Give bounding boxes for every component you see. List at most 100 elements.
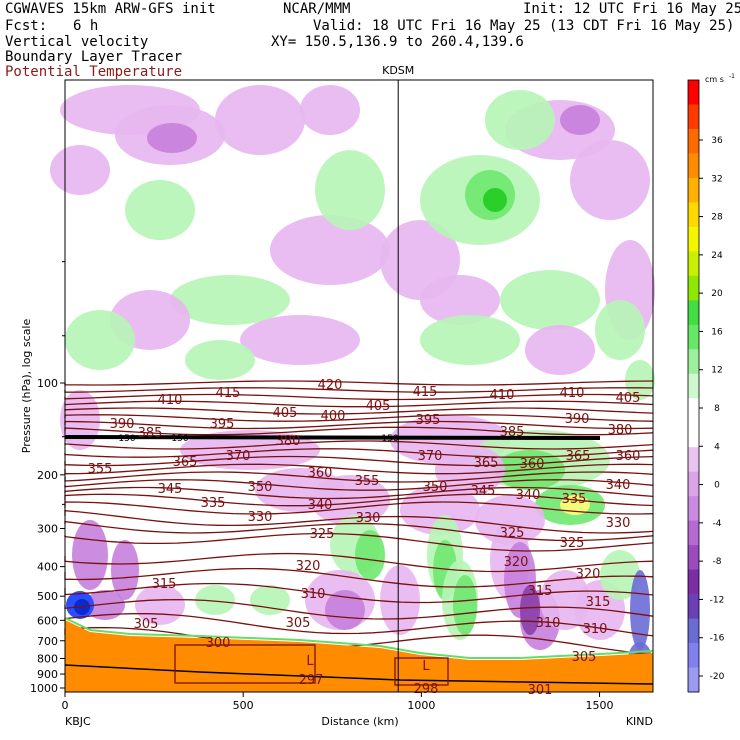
x-tick-label: 0 (62, 699, 69, 712)
theta-contour (64, 493, 654, 507)
theta-label: 385 (500, 425, 525, 440)
potential-temperature-contours (64, 380, 654, 655)
theta-label: 415 (216, 386, 241, 401)
velocity-blob (250, 585, 290, 615)
colorbar-swatch (688, 128, 699, 154)
y-tick-label: 200 (37, 469, 58, 482)
y-axis-title: Pressure (hPa), log scale (20, 319, 33, 454)
theta-label: 310 (301, 587, 326, 602)
colorbar-swatch (688, 177, 699, 203)
tracer-contour (64, 435, 601, 440)
velocity-blob (625, 360, 655, 400)
terrain-fill (65, 620, 653, 692)
forecast-hours: 6 h (73, 18, 99, 34)
theta-label: 345 (158, 482, 183, 497)
terrain-layer (64, 617, 654, 692)
theta-label: 335 (562, 492, 587, 507)
theta-label: 360 (616, 449, 641, 464)
plot-frame (64, 79, 654, 693)
colorbar-label: -8 (713, 557, 722, 567)
colorbar-label: 36 (711, 136, 723, 146)
theta-label: 395 (416, 413, 441, 428)
colorbar-swatch (688, 275, 699, 301)
theta-label: 410 (158, 393, 183, 408)
colorbar-swatch (688, 471, 699, 497)
y-tick-label: 300 (37, 523, 58, 536)
colorbar-swatch (688, 667, 699, 693)
colorbar-swatch (688, 104, 699, 130)
colorbar-unit-exponent: -1 (729, 73, 735, 80)
theta-label: 365 (566, 449, 591, 464)
theta-contour (64, 612, 654, 637)
theta-label: 320 (296, 559, 321, 574)
velocity-blob (215, 85, 305, 155)
velocity-blob (300, 85, 360, 135)
velocity-blob (570, 140, 650, 220)
theta-contour (64, 420, 654, 430)
theta-contour (64, 463, 654, 475)
velocity-blob (147, 123, 197, 153)
theta-label: 330 (248, 510, 273, 525)
colorbar-swatch (688, 226, 699, 252)
colorbar-swatch (688, 80, 699, 105)
velocity-blob (50, 145, 110, 195)
theta-label: 350 (248, 480, 273, 495)
theta-contour (64, 598, 654, 620)
tracer-level-label: 150 (118, 434, 135, 444)
y-tick-label: 400 (37, 561, 58, 574)
velocity-blob (170, 275, 290, 325)
theta-label: 340 (308, 498, 333, 513)
theta-label: 305 (572, 650, 597, 665)
colorbar-frame (687, 79, 700, 693)
velocity-blob (270, 215, 390, 285)
theta-label: 365 (474, 456, 499, 471)
theta-label: 330 (606, 516, 631, 531)
colorbar-label: -12 (710, 595, 725, 605)
tracer-region-label: L (306, 654, 314, 669)
velocity-blob (453, 575, 477, 635)
colorbar-label: -16 (710, 634, 725, 644)
theta-contour (64, 552, 654, 573)
theta-label: 405 (366, 399, 391, 414)
velocity-blob (520, 585, 540, 635)
velocity-blob (185, 340, 255, 380)
tracer-level-label: 150 (171, 434, 188, 444)
theta-label: 365 (173, 455, 198, 470)
valid-time: Valid: 18 UTC Fri 16 May 25 (13 CDT Fri … (313, 18, 735, 34)
theta-contour (64, 501, 654, 515)
theta-label: 310 (583, 622, 608, 637)
theta-label: 300 (206, 636, 231, 651)
velocity-blob (525, 325, 595, 375)
theta-label: 410 (490, 388, 515, 403)
colorbar-swatch (688, 569, 699, 595)
forecast-label: Fcst: (5, 18, 48, 34)
velocity-blob (195, 585, 235, 615)
theta-contour (64, 520, 654, 542)
velocity-blob (630, 570, 650, 650)
colorbar-swatch (688, 300, 699, 326)
y-tick-label: 700 (37, 635, 58, 648)
theta-contour (64, 471, 654, 483)
theta-label: 410 (560, 386, 585, 401)
velocity-blob (485, 90, 555, 150)
theta-contour (64, 407, 654, 415)
velocity-blob (65, 310, 135, 370)
org-label: NCAR/MMM (283, 1, 351, 17)
velocity-blob (315, 150, 385, 230)
theta-contour (64, 582, 654, 604)
theta-contour (64, 440, 654, 450)
station-marker-label: KDSM (382, 64, 414, 77)
colorbar-swatch (688, 324, 699, 350)
tracer-region (394, 657, 449, 686)
theta-contour (64, 509, 654, 534)
y-tick-label: 800 (37, 652, 58, 665)
theta-contour (64, 380, 654, 386)
field-boundary-layer-tracer: Boundary Layer Tracer (5, 49, 183, 65)
velocity-blob (325, 590, 365, 630)
theta-label: 305 (286, 616, 311, 631)
colorbar-swatch (688, 447, 699, 473)
velocity-blob (483, 188, 507, 212)
colorbar-swatch (688, 618, 699, 644)
theta-label: 335 (201, 496, 226, 511)
theta-label: 395 (210, 417, 235, 432)
